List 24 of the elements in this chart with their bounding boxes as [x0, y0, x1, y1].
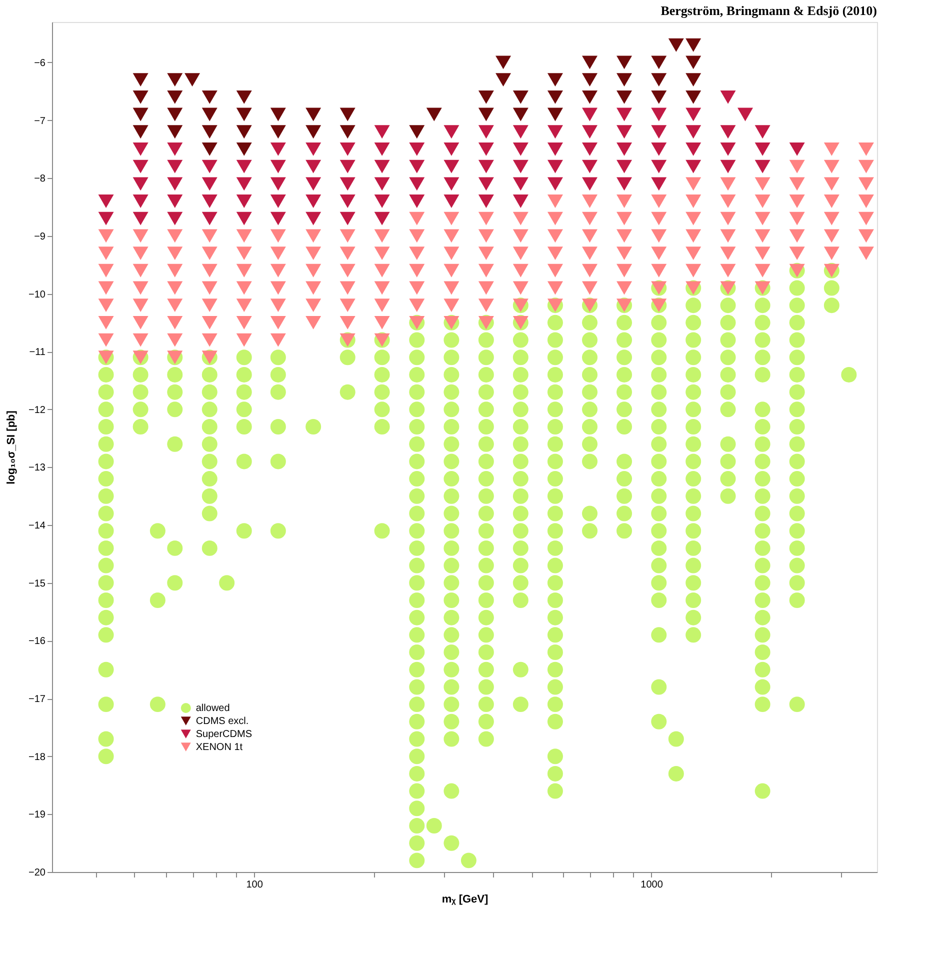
y-tick-label: −13 [28, 462, 46, 474]
y-tick-label: −14 [28, 520, 46, 532]
y-axis-title: log₁₀σ_SI [pb] [6, 410, 18, 484]
y-tick-label: −12 [28, 404, 46, 416]
legend-label: XENON 1t [196, 742, 243, 753]
x-axis-title: mᵪ [GeV] [442, 894, 489, 906]
legend-label: CDMS excl. [196, 716, 249, 727]
y-tick-label: −10 [28, 289, 46, 300]
x-tick-label: 100 [246, 880, 264, 890]
legend-label: allowed [196, 703, 230, 714]
text: Bergström, Bringmann & Edsjö (2010) [660, 3, 877, 18]
legend-label: SuperCDMS [196, 729, 252, 740]
y-tick-label: −20 [28, 868, 46, 878]
x-tick-label: 1000 [640, 880, 664, 890]
y-tick-label: −11 [29, 347, 46, 358]
y-tick-label: −16 [28, 636, 46, 648]
y-tick-label: −17 [28, 694, 46, 706]
y-tick-label: −6 [34, 58, 46, 69]
y-tick-label: −18 [28, 752, 46, 763]
y-tick-label: −8 [34, 174, 46, 185]
y-tick-label: −15 [28, 578, 46, 590]
y-tick-label: −19 [28, 810, 46, 821]
y-tick-label: −7 [34, 116, 46, 127]
y-tick-label: −9 [34, 231, 46, 242]
